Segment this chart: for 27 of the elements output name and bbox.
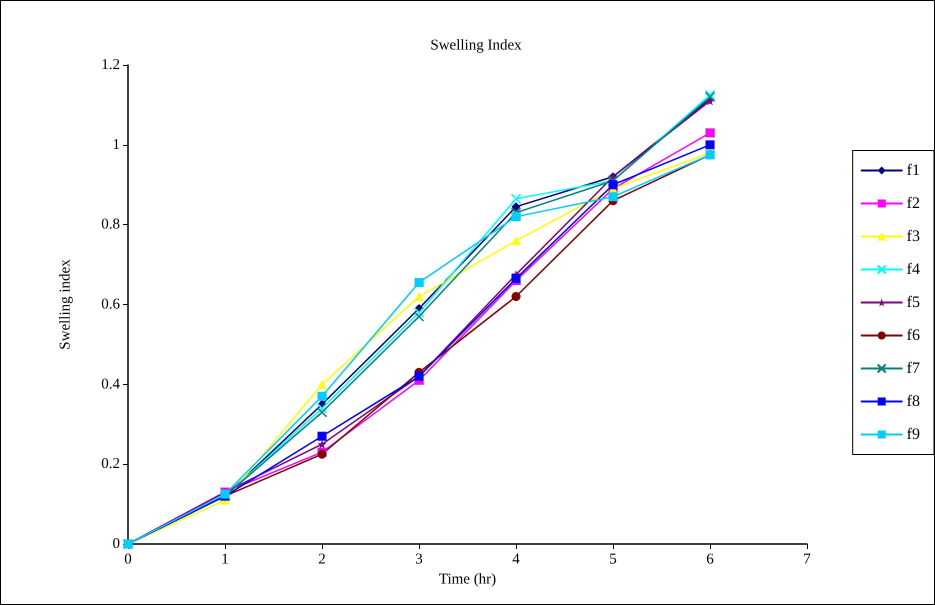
legend-label: f3 — [906, 228, 920, 245]
chart-title: Swelling Index — [430, 38, 522, 54]
legend-label: f8 — [906, 393, 920, 410]
x-tick-label: 7 — [803, 552, 812, 568]
legend-label: f7 — [906, 360, 920, 377]
y-tick-label: 0.2 — [101, 456, 120, 472]
legend-label: f9 — [906, 426, 920, 443]
y-tick-label: 0.8 — [101, 216, 120, 233]
y-tick-label: 0.6 — [101, 296, 120, 312]
legend-label: f6 — [906, 327, 920, 344]
x-tick-label: 5 — [609, 552, 617, 568]
x-tick-label: 6 — [706, 552, 714, 568]
legend-label: f5 — [906, 294, 920, 311]
x-axis-title: Time (hr) — [438, 571, 496, 588]
legend-label: f1 — [906, 162, 920, 179]
y-tick-label: 0.4 — [101, 376, 120, 392]
legend-label: f2 — [906, 195, 920, 212]
x-tick-label: 3 — [415, 552, 423, 568]
legend-label: f4 — [906, 261, 920, 278]
y-axis-title: Swelling index — [58, 258, 74, 350]
x-tick-label: 2 — [318, 552, 326, 568]
x-tick-label: 1 — [221, 552, 229, 568]
x-tick-label: 4 — [512, 552, 520, 568]
y-tick-label: 0 — [112, 536, 120, 552]
x-tick-label: 0 — [124, 552, 132, 568]
y-tick-label: 1.2 — [101, 57, 120, 73]
y-tick-label: 1 — [112, 136, 120, 153]
